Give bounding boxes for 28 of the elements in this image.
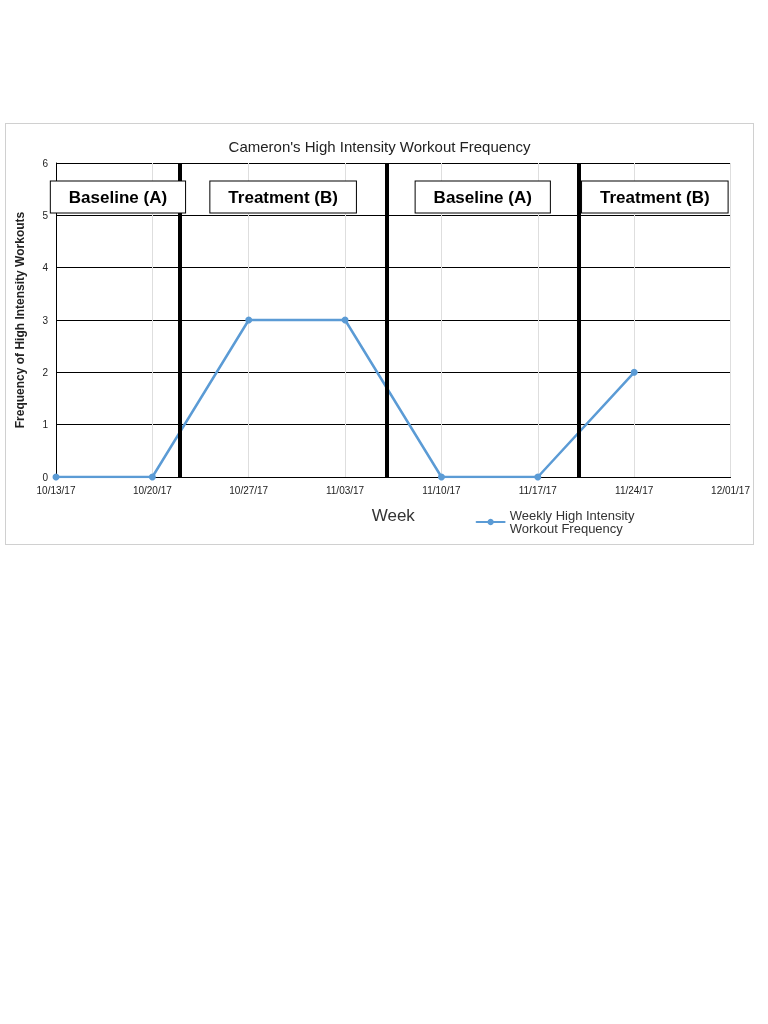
annotation: Baseline (A) bbox=[68, 187, 168, 207]
point bbox=[534, 473, 542, 481]
x-tick-label: 10/27/17 bbox=[229, 484, 269, 496]
point bbox=[245, 316, 253, 324]
y-tick-label: 0 bbox=[42, 471, 49, 483]
annotation: Treatment (B) bbox=[228, 187, 338, 207]
point bbox=[437, 473, 445, 481]
x-tick-label: 11/24/17 bbox=[615, 484, 654, 496]
x-tick-label: 11/17/17 bbox=[518, 484, 558, 496]
x-tick-label: 11/03/17 bbox=[325, 484, 365, 496]
x-tick-label: 12/01/17 bbox=[711, 484, 751, 496]
chart-title: Cameron's High Intensity Workout Frequency bbox=[228, 138, 531, 155]
y-tick-label: 1 bbox=[42, 419, 49, 431]
y-tick-label: 3 bbox=[42, 314, 49, 326]
x-tick-label: 11/10/17 bbox=[422, 484, 461, 496]
annotation: Baseline (A) bbox=[433, 187, 532, 207]
point bbox=[630, 368, 638, 376]
y-tick-label: 5 bbox=[42, 209, 49, 221]
y-tick-label: 4 bbox=[42, 262, 49, 274]
y-tick-label: 6 bbox=[42, 157, 49, 169]
x-tick-label: 10/20/17 bbox=[132, 484, 173, 496]
y-axis-title: Frequency of High Intensity Workouts bbox=[13, 211, 27, 429]
point bbox=[148, 473, 156, 481]
legend-label: Weekly High Intensity Workout Frequency bbox=[509, 508, 639, 536]
y-tick-label: 2 bbox=[42, 366, 49, 378]
annotation: Treatment (B) bbox=[600, 187, 710, 207]
x-tick-label: 10/13/17 bbox=[36, 484, 76, 496]
x-axis-title: Week bbox=[371, 506, 416, 525]
